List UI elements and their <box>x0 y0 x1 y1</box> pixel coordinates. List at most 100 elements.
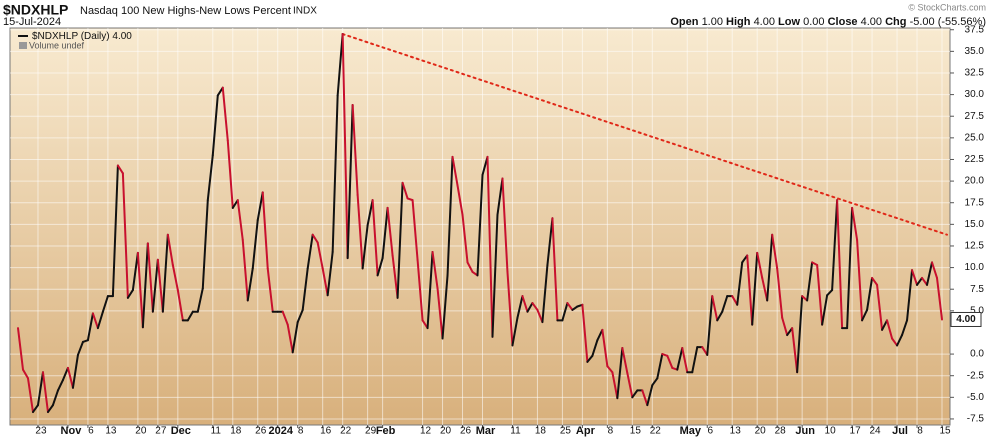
last-value-box: 4.00 <box>950 311 982 327</box>
legend-value: 4.00 <box>112 31 132 42</box>
line-segment <box>56 379 64 392</box>
x-tick-label: Jul <box>892 425 908 437</box>
line-segment <box>441 274 449 340</box>
plot <box>10 28 950 425</box>
y-tick-label: 0.0 <box>970 349 984 360</box>
y-tick-label: 7.5 <box>970 284 984 295</box>
line-segment <box>46 404 54 414</box>
line-segment <box>606 365 614 374</box>
line-segment <box>17 327 24 371</box>
x-tick-label: 29 <box>365 426 377 437</box>
line-segment <box>511 316 519 347</box>
x-tick-label: 16 <box>320 426 332 437</box>
line-segment <box>246 267 254 302</box>
line-segment <box>491 213 499 338</box>
line-segment <box>656 353 664 380</box>
line-segment <box>91 312 99 330</box>
x-tick-label: 12 <box>420 426 432 437</box>
line-segment <box>26 377 34 414</box>
line-segment <box>506 270 514 347</box>
x-tick-label: 26 <box>255 426 267 437</box>
line-segment <box>536 308 544 324</box>
x-tick-label: 23 <box>35 426 47 437</box>
x-tick-label: 10 <box>825 426 837 437</box>
line-segment <box>211 94 219 157</box>
volume-note: Volume undef <box>29 40 85 50</box>
line-segment <box>301 267 309 311</box>
line-segment <box>921 276 929 286</box>
line-segment <box>756 251 764 279</box>
line-segment <box>866 276 874 311</box>
line-segment <box>831 199 839 292</box>
line-segment <box>306 233 314 270</box>
line-segment <box>531 302 539 311</box>
y-tick-label: 37.5 <box>965 24 985 35</box>
line-segment <box>311 233 319 244</box>
line-segment <box>66 366 74 389</box>
line-segment <box>171 263 179 292</box>
line-segment <box>736 261 744 306</box>
quote-value: 0.00 <box>803 16 824 28</box>
line-segment <box>936 276 943 321</box>
line-segment <box>286 323 294 354</box>
line-segment <box>646 384 654 407</box>
line-segment <box>451 155 459 187</box>
line-segment <box>196 287 204 313</box>
line-segment <box>256 191 264 222</box>
line-segment <box>236 199 244 241</box>
line-segment <box>746 254 754 326</box>
x-tick-label: 25 <box>560 426 572 437</box>
line-segment <box>206 154 214 202</box>
line-segment <box>931 261 939 279</box>
x-tick-label: 22 <box>340 426 352 437</box>
line-segment <box>906 269 914 322</box>
line-segment <box>456 184 464 216</box>
x-tick-label: 6 <box>707 426 713 437</box>
line-segment <box>61 366 69 382</box>
line-segment <box>571 305 579 311</box>
line-segment <box>291 321 299 354</box>
line-segment <box>281 310 289 326</box>
legend-entry: $NDXHLP (Daily) 4.00 <box>32 31 132 42</box>
x-tick-label: 11 <box>211 426 222 437</box>
x-tick-label: 28 <box>775 426 787 437</box>
line-segment <box>496 177 504 216</box>
line-segment <box>706 295 714 356</box>
x-tick-label: 20 <box>135 426 147 437</box>
x-tick-label: 26 <box>460 426 472 437</box>
line-segment <box>346 103 354 260</box>
line-segment <box>31 404 39 414</box>
line-segment <box>96 310 104 330</box>
line-segment <box>721 295 729 313</box>
line-segment <box>316 241 324 270</box>
x-tick-label: Apr <box>576 425 596 437</box>
line-segment <box>796 295 804 374</box>
y-tick-label: 17.5 <box>965 197 985 208</box>
line-segment <box>806 261 814 302</box>
line-segment <box>391 254 399 299</box>
line-segment <box>716 310 724 322</box>
line-segment <box>791 327 799 374</box>
line-segment <box>296 308 304 324</box>
x-tick-label: Nov <box>61 425 83 437</box>
x-tick-label: 15 <box>630 426 642 437</box>
line-segment <box>846 206 854 330</box>
line-segment <box>36 371 44 407</box>
line-segment <box>611 371 619 400</box>
quote-label: Close <box>828 16 858 28</box>
x-tick-label: Jun <box>795 425 815 437</box>
line-segment <box>21 368 29 380</box>
x-tick-label: 20 <box>440 426 452 437</box>
line-segment <box>121 172 129 299</box>
last-value-bg <box>950 311 982 327</box>
exchange: INDX <box>293 6 317 17</box>
line-segment <box>486 155 494 338</box>
line-segment <box>51 389 59 407</box>
chart-title: $NDXHLP <box>3 2 68 18</box>
line-segment <box>751 251 759 326</box>
x-tick-label: 8 <box>608 426 614 437</box>
line-segment <box>356 193 364 270</box>
x-tick-label: 2024 <box>268 425 293 437</box>
y-tick-label: -2.5 <box>967 370 985 381</box>
line-segment <box>226 139 234 209</box>
